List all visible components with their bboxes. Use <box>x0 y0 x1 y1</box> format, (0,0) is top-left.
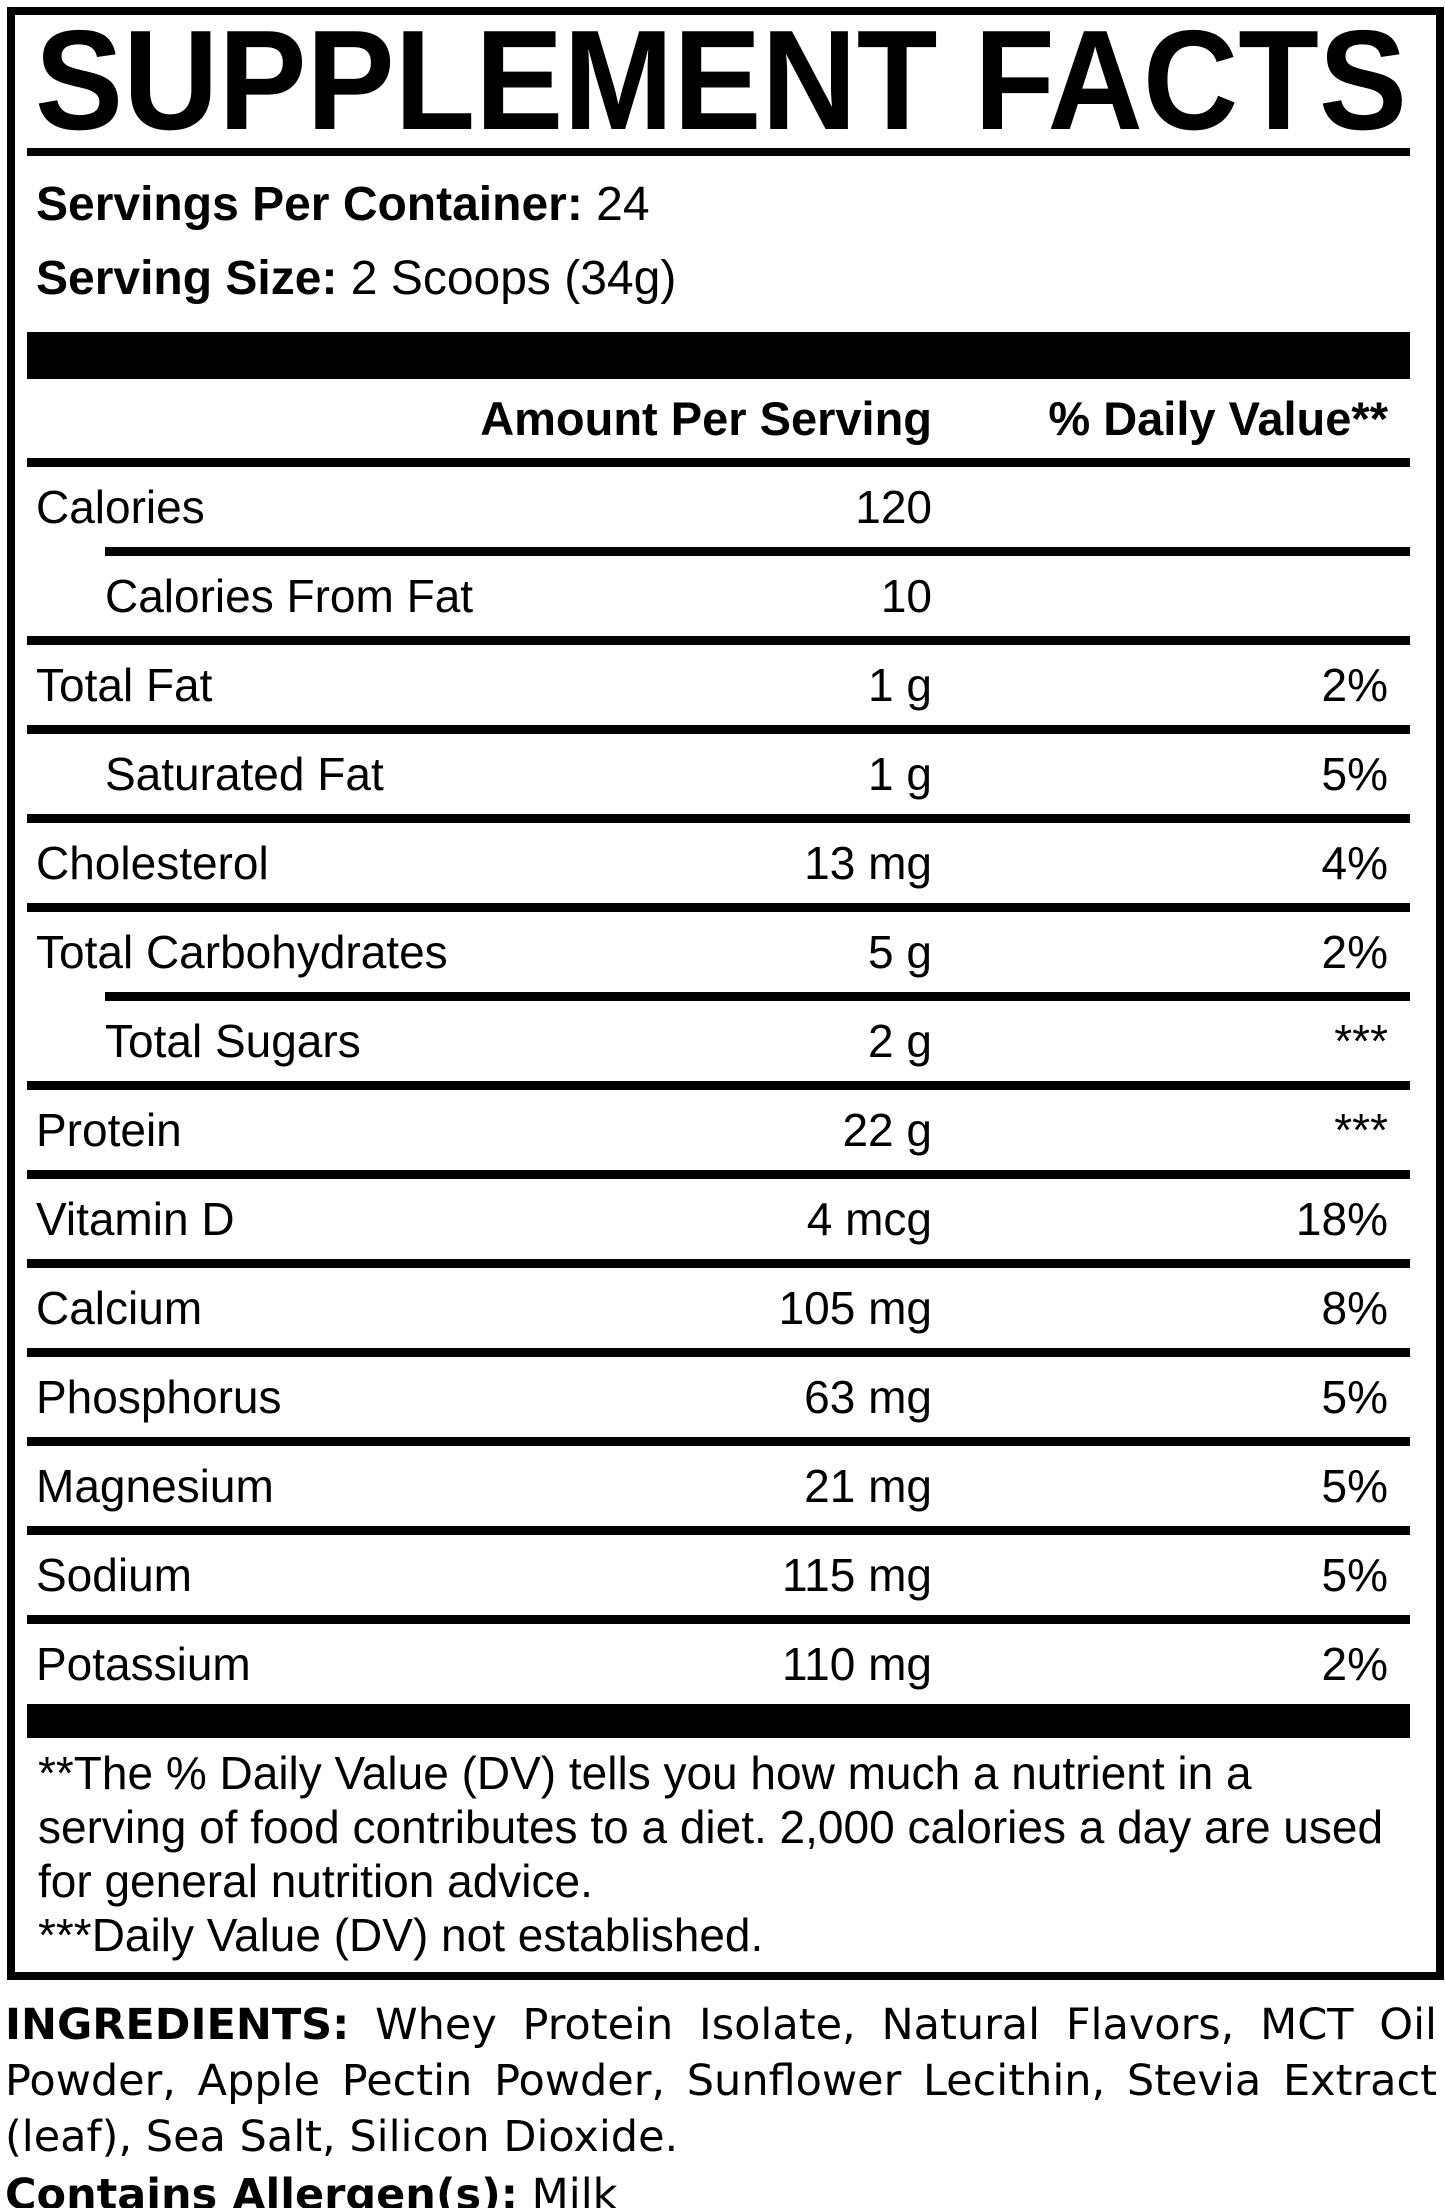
header-divider <box>27 458 1410 467</box>
row-divider <box>27 1081 1410 1090</box>
row-divider <box>27 636 1410 645</box>
serving-size-value: 2 Scoops (34g) <box>350 252 677 305</box>
nutrient-name: Vitamin D <box>36 1193 235 1245</box>
ingredients-label: INGREDIENTS: <box>5 2000 350 2050</box>
serving-size: Serving Size: 2 Scoops (34g) <box>36 242 1410 316</box>
row-divider <box>27 903 1410 912</box>
row-divider <box>27 1170 1410 1179</box>
nutrient-row: Magnesium 21 mg 5% <box>27 1446 1410 1526</box>
nutrient-row: Protein 22 g *** <box>27 1090 1410 1170</box>
footnotes: **The % Daily Value (DV) tells you how m… <box>38 1746 1410 1962</box>
nutrient-row: Calories From Fat 10 <box>27 556 1410 636</box>
nutrient-row: Sodium 115 mg 5% <box>27 1535 1410 1615</box>
supplement-facts-box: SUPPLEMENT FACTS Servings Per Container:… <box>7 7 1444 1980</box>
allergen-value: Milk <box>531 2170 618 2208</box>
daily-value-header: % Daily Value** <box>1048 392 1388 445</box>
row-divider <box>27 814 1410 823</box>
title-divider <box>27 148 1410 156</box>
nutrient-row: Total Fat 1 g 2% <box>27 645 1410 725</box>
nutrient-row: Vitamin D 4 mcg 18% <box>27 1179 1410 1259</box>
row-divider <box>27 1526 1410 1535</box>
row-divider <box>27 725 1410 734</box>
nutrient-row: Saturated Fat 1 g 5% <box>27 734 1410 814</box>
nutrient-row: Cholesterol 13 mg 4% <box>27 823 1410 903</box>
separator-bar-bottom <box>27 1704 1410 1738</box>
nutrient-dv: 5% <box>1321 1371 1388 1423</box>
nutrient-row: Total Sugars 2 g *** <box>27 1001 1410 1081</box>
nutrient-row: Calcium 105 mg 8% <box>27 1268 1410 1348</box>
table-header-row: Amount Per Serving % Daily Value** <box>27 379 1410 458</box>
allergen-label: Contains Allergen(s): <box>5 2170 518 2208</box>
servings-per-container-value: 24 <box>596 178 650 231</box>
amount-per-serving-header: Amount Per Serving <box>480 392 932 445</box>
ingredients-text: Whey Protein Isolate, Natural Flavors, M… <box>5 2000 1437 2162</box>
footnote-daily-value: **The % Daily Value (DV) tells you how m… <box>38 1747 1384 1907</box>
nutrient-dv: 18% <box>1295 1193 1388 1245</box>
nutrient-amount: 63 mg <box>804 1371 932 1423</box>
nutrient-name: Calories From Fat <box>105 570 474 622</box>
allergen-line: Contains Allergen(s): Milk <box>5 2167 1437 2208</box>
nutrient-dv: 5% <box>1321 1549 1388 1601</box>
nutrient-dv: *** <box>1334 1015 1388 1067</box>
nutrient-amount: 1 g <box>868 659 932 711</box>
nutrient-amount: 1 g <box>868 748 932 800</box>
nutrient-amount: 21 mg <box>804 1460 932 1512</box>
nutrient-amount: 22 g <box>842 1104 932 1156</box>
nutrient-row: Potassium 110 mg 2% <box>27 1624 1410 1704</box>
facts-table: Calories 120 Calories From Fat 10 Total Fat 1… <box>27 467 1410 1704</box>
nutrient-name: Protein <box>36 1104 182 1156</box>
nutrient-amount: 10 <box>880 570 932 622</box>
nutrient-name: Total Sugars <box>105 1015 361 1067</box>
nutrient-name: Cholesterol <box>36 837 269 889</box>
row-divider <box>105 992 1410 1001</box>
nutrient-dv: 2% <box>1321 659 1388 711</box>
nutrient-amount: 115 mg <box>781 1549 932 1601</box>
nutrient-name: Phosphorus <box>36 1371 282 1423</box>
nutrient-row: Total Carbohydrates 5 g 2% <box>27 912 1410 992</box>
nutrient-row: Phosphorus 63 mg 5% <box>27 1357 1410 1437</box>
row-divider <box>27 1615 1410 1624</box>
servings-per-container: Servings Per Container: 24 <box>36 168 1410 242</box>
nutrient-amount: 5 g <box>868 926 932 978</box>
nutrient-name: Calcium <box>36 1282 203 1334</box>
nutrient-name: Total Fat <box>36 659 213 711</box>
nutrient-name: Saturated Fat <box>105 748 384 800</box>
servings-per-container-label: Servings Per Container: <box>36 178 583 231</box>
nutrient-dv: *** <box>1334 1104 1388 1156</box>
nutrient-name: Magnesium <box>36 1460 274 1512</box>
nutrient-dv: 2% <box>1321 1638 1388 1690</box>
nutrient-amount: 120 <box>855 481 932 533</box>
nutrient-dv: 4% <box>1321 837 1388 889</box>
nutrient-dv: 5% <box>1321 748 1388 800</box>
row-divider <box>27 1348 1410 1357</box>
nutrient-dv: 8% <box>1321 1282 1388 1334</box>
footnote-not-established: ***Daily Value (DV) not established. <box>38 1909 764 1961</box>
nutrient-row: Calories 120 <box>27 467 1410 547</box>
ingredients-paragraph: INGREDIENTS: Whey Protein Isolate, Natur… <box>5 1997 1437 2165</box>
row-divider <box>105 547 1410 556</box>
nutrient-amount: 13 mg <box>804 837 932 889</box>
nutrient-amount: 2 g <box>868 1015 932 1067</box>
nutrient-amount: 105 mg <box>778 1282 932 1334</box>
nutrient-name: Total Carbohydrates <box>36 926 448 978</box>
separator-bar-top <box>27 332 1410 379</box>
row-divider <box>27 1437 1410 1446</box>
page-title-text: SUPPLEMENT FACTS <box>35 28 1407 132</box>
nutrient-dv: 5% <box>1321 1460 1388 1512</box>
nutrient-name: Potassium <box>36 1638 251 1690</box>
nutrient-dv: 2% <box>1321 926 1388 978</box>
nutrient-amount: 110 mg <box>781 1638 932 1690</box>
nutrient-name: Calories <box>36 481 205 533</box>
nutrient-name: Sodium <box>36 1549 192 1601</box>
serving-size-label: Serving Size: <box>36 252 338 305</box>
page-title: SUPPLEMENT FACTS <box>35 28 1407 132</box>
nutrient-amount: 4 mcg <box>806 1193 932 1245</box>
row-divider <box>27 1259 1410 1268</box>
